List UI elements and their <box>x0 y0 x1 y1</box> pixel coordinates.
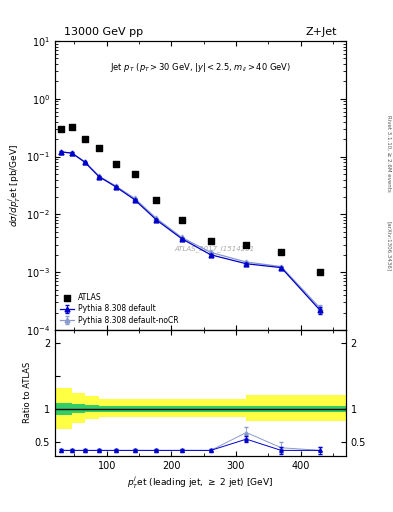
Text: [arXiv:1306.3436]: [arXiv:1306.3436] <box>386 221 391 271</box>
ATLAS <box>278 248 285 257</box>
ATLAS <box>131 170 138 178</box>
Text: ATLAS_2017_I1514251: ATLAS_2017_I1514251 <box>175 246 255 252</box>
Text: Z+Jet: Z+Jet <box>306 27 337 37</box>
Y-axis label: $d\sigma/dp^{j}_{T}$et [pb/GeV]: $d\sigma/dp^{j}_{T}$et [pb/GeV] <box>7 144 23 227</box>
ATLAS <box>208 237 214 245</box>
ATLAS <box>96 144 102 152</box>
Legend: ATLAS, Pythia 8.308 default, Pythia 8.308 default-noCR: ATLAS, Pythia 8.308 default, Pythia 8.30… <box>59 291 180 326</box>
ATLAS <box>58 125 64 133</box>
X-axis label: $p^{j}_{T}$et (leading jet, $\geq$ 2 jet) [GeV]: $p^{j}_{T}$et (leading jet, $\geq$ 2 jet… <box>127 475 274 491</box>
ATLAS <box>317 268 323 276</box>
ATLAS <box>153 196 160 204</box>
ATLAS <box>113 160 119 168</box>
ATLAS <box>82 135 88 143</box>
Text: Jet $p_T$ ($p_T > 30$ GeV, $|y| < 2.5$, $m_{ll} > 40$ GeV): Jet $p_T$ ($p_T > 30$ GeV, $|y| < 2.5$, … <box>110 61 291 74</box>
ATLAS <box>178 216 185 224</box>
ATLAS <box>243 241 250 249</box>
Text: Rivet 3.1.10, ≥ 2.6M events: Rivet 3.1.10, ≥ 2.6M events <box>386 115 391 192</box>
ATLAS <box>69 123 75 132</box>
Text: 13000 GeV pp: 13000 GeV pp <box>64 27 143 37</box>
Y-axis label: Ratio to ATLAS: Ratio to ATLAS <box>23 362 32 423</box>
